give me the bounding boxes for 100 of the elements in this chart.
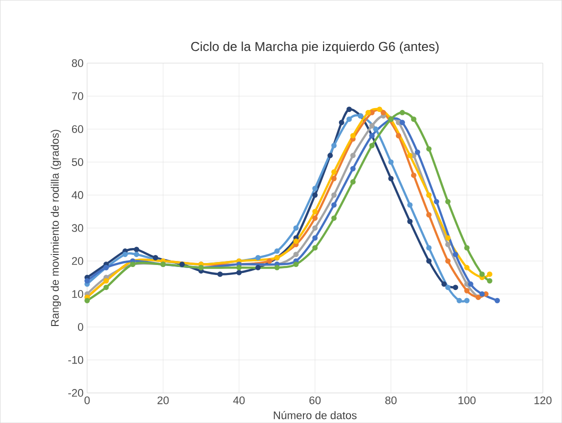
y-tick-label: 50: [72, 158, 84, 166]
chart-title: Ciclo de la Marcha pie izquierdo G6 (antes): [191, 42, 439, 54]
point: [464, 245, 470, 250]
point: [464, 264, 470, 270]
point: [266, 258, 272, 264]
point: [407, 202, 413, 208]
point: [445, 235, 451, 241]
x-tick-label: 60: [309, 396, 321, 404]
point: [134, 246, 140, 252]
point: [179, 262, 185, 267]
point: [346, 116, 352, 122]
point: [373, 126, 378, 132]
y-tick-label: 70: [72, 92, 84, 100]
point: [152, 254, 158, 260]
x-tick-label: 100: [458, 396, 476, 404]
point: [350, 132, 356, 138]
y-tick-label: -20: [68, 389, 84, 397]
y-axis-title: Rango de movimiento de rodilla (grados): [50, 130, 61, 326]
point: [434, 198, 440, 204]
point: [464, 298, 470, 304]
point: [369, 142, 375, 148]
point: [312, 235, 318, 241]
point: [331, 215, 337, 221]
point: [479, 291, 485, 297]
point: [400, 110, 406, 116]
point: [441, 281, 447, 287]
point: [468, 281, 474, 287]
y-tick-label: 10: [72, 290, 84, 298]
x-tick-label: 0: [84, 396, 90, 404]
point: [255, 254, 261, 260]
point: [388, 159, 394, 165]
point: [396, 132, 402, 138]
point: [312, 215, 318, 221]
point: [350, 166, 356, 172]
point: [274, 248, 280, 254]
point: [426, 146, 432, 152]
point: [445, 198, 451, 204]
point: [84, 298, 90, 304]
x-tick-label: 20: [158, 396, 169, 404]
point: [331, 176, 337, 182]
point: [426, 258, 432, 264]
point: [293, 262, 299, 267]
y-tick-label: -10: [68, 356, 84, 364]
point: [103, 284, 109, 290]
point: [293, 225, 299, 231]
point: [369, 123, 375, 128]
point: [452, 252, 458, 258]
point: [376, 106, 382, 112]
point: [407, 152, 413, 158]
point: [365, 110, 371, 116]
point: [426, 245, 432, 250]
point: [122, 252, 128, 258]
point: [388, 176, 394, 182]
point: [486, 271, 492, 277]
y-tick-label: 80: [72, 59, 84, 67]
point: [411, 116, 416, 122]
x-tick-label: 120: [534, 396, 552, 404]
point: [312, 192, 318, 198]
point: [464, 288, 470, 294]
point: [331, 142, 337, 148]
point: [479, 271, 485, 277]
point: [134, 252, 140, 258]
point: [312, 225, 318, 231]
point: [255, 264, 261, 270]
point: [411, 172, 416, 178]
y-tick-label: 0: [78, 323, 84, 331]
point: [327, 152, 333, 158]
x-tick-label: 80: [385, 396, 397, 404]
point: [346, 106, 352, 112]
point: [293, 238, 299, 244]
y-tick-label: 40: [72, 191, 84, 199]
x-tick-label: 40: [233, 396, 245, 404]
point: [331, 192, 337, 198]
point: [274, 264, 280, 270]
point: [331, 169, 337, 175]
point: [456, 298, 462, 304]
y-tick-label: 20: [72, 257, 84, 265]
point: [380, 110, 386, 116]
point: [84, 278, 90, 284]
point: [312, 245, 318, 250]
point: [350, 179, 356, 184]
point: [350, 152, 356, 158]
point: [426, 212, 432, 218]
point: [445, 258, 451, 264]
y-tick-label: 60: [72, 125, 84, 133]
point: [407, 218, 413, 224]
point: [338, 120, 344, 126]
point: [217, 271, 223, 277]
x-axis-title: Número de datos: [274, 410, 357, 420]
point: [452, 284, 458, 290]
point: [445, 284, 451, 290]
point: [236, 270, 242, 276]
point: [486, 278, 492, 284]
point: [293, 252, 299, 258]
point: [411, 152, 416, 158]
point: [414, 149, 420, 155]
point: [312, 208, 318, 214]
point: [236, 264, 242, 270]
y-tick-label: 30: [72, 224, 84, 232]
point: [312, 186, 318, 192]
